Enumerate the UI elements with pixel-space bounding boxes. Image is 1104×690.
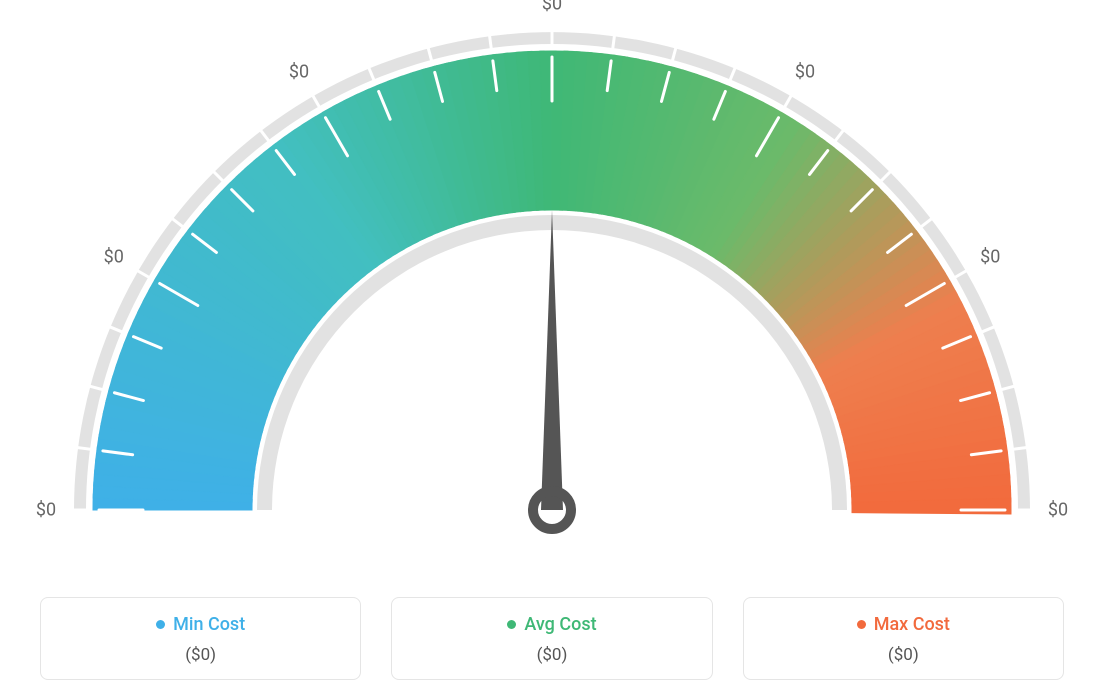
legend-label-min: Min Cost	[156, 614, 245, 635]
legend-value-min: ($0)	[51, 645, 350, 665]
legend-label-max: Max Cost	[857, 614, 950, 635]
gauge-tick-label: $0	[104, 247, 124, 268]
legend-label-avg: Avg Cost	[507, 614, 596, 635]
gauge-tick-label: $0	[542, 0, 562, 15]
legend-value-max: ($0)	[754, 645, 1053, 665]
legend-card-max: Max Cost ($0)	[743, 597, 1064, 680]
gauge-tick-label: $0	[36, 500, 56, 521]
cost-gauge: $0 $0 $0 $0 $0 $0 $0	[0, 0, 1104, 560]
gauge-svg	[0, 0, 1104, 560]
gauge-tick-label: $0	[980, 247, 1000, 268]
gauge-tick-label: $0	[1048, 500, 1068, 521]
legend-row: Min Cost ($0) Avg Cost ($0) Max Cost ($0…	[40, 597, 1064, 680]
legend-card-avg: Avg Cost ($0)	[391, 597, 712, 680]
gauge-tick-label: $0	[289, 61, 309, 82]
gauge-tick-label: $0	[795, 61, 815, 82]
legend-card-min: Min Cost ($0)	[40, 597, 361, 680]
legend-value-avg: ($0)	[402, 645, 701, 665]
